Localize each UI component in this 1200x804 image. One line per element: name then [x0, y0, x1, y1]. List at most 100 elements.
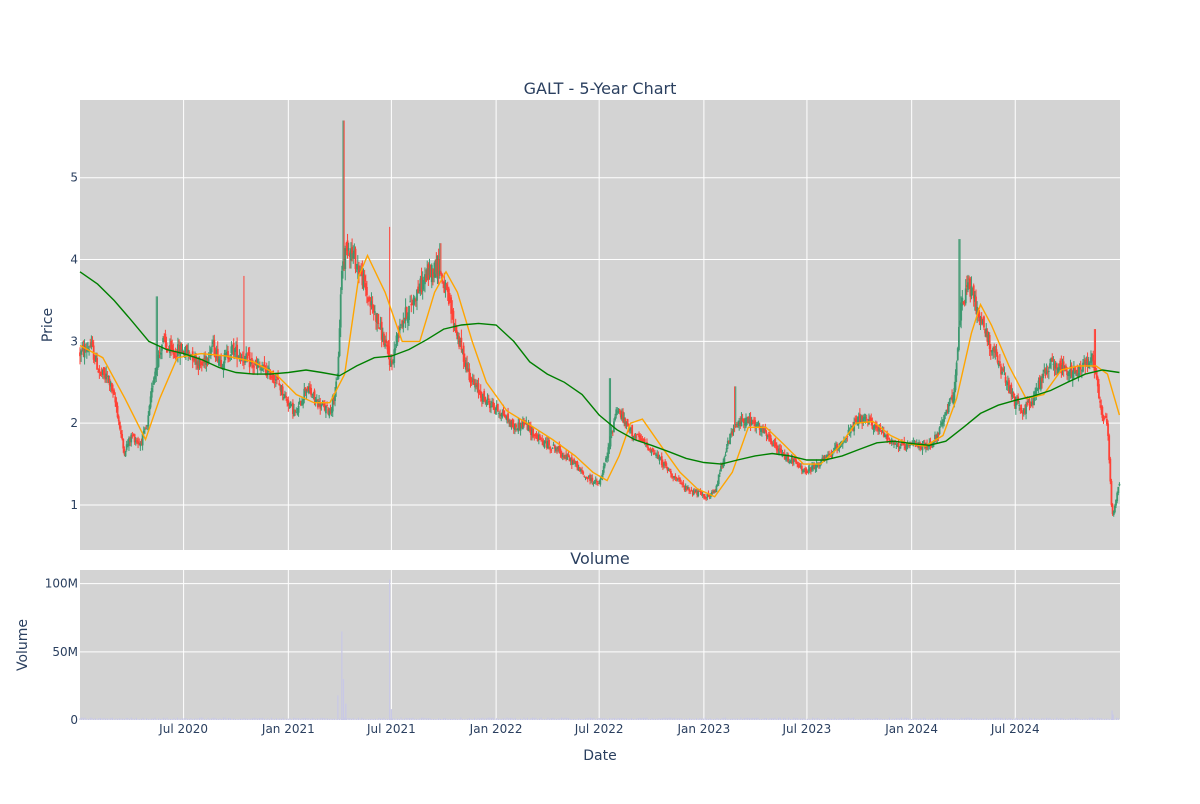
volume-bar: [726, 718, 728, 720]
candle-body: [437, 259, 440, 276]
candle-body: [924, 445, 927, 448]
volume-bar: [627, 718, 629, 720]
volume-bar: [699, 717, 701, 720]
volume-bar: [923, 717, 925, 720]
candle-body: [585, 476, 588, 478]
volume-bar: [186, 718, 189, 720]
volume-bar: [680, 718, 682, 720]
candle-body: [963, 302, 966, 304]
candle-body: [1066, 371, 1068, 376]
candle-body: [795, 459, 798, 464]
candle-body: [273, 381, 276, 383]
candle-body: [997, 363, 1000, 367]
candle-body: [336, 379, 339, 380]
volume-bar-series: [79, 579, 1119, 720]
volume-bar: [943, 717, 945, 720]
candle-body: [175, 356, 178, 358]
candle-body: [487, 401, 490, 403]
candle-body: [909, 444, 911, 446]
volume-bar: [362, 718, 365, 720]
candle-body: [370, 301, 373, 306]
volume-bar: [229, 718, 231, 720]
candle-body: [574, 462, 577, 465]
volume-bar: [103, 717, 105, 720]
volume-bar: [870, 718, 872, 720]
candle-body: [327, 408, 330, 414]
candle-body: [537, 434, 540, 440]
candle-body: [743, 423, 746, 426]
volume-bar: [914, 718, 916, 720]
price-plot-area: [80, 100, 1120, 550]
candle-body: [1067, 372, 1070, 377]
volume-bar: [134, 718, 136, 720]
candle-body: [311, 396, 314, 398]
volume-bar: [572, 718, 575, 720]
candle-body: [289, 401, 292, 407]
candle-body: [799, 465, 802, 467]
candle-body: [870, 418, 873, 423]
candle-body: [106, 375, 109, 377]
candle-body: [462, 345, 465, 362]
candle-body: [980, 317, 983, 324]
volume-bar: [538, 718, 540, 720]
candle-body: [506, 416, 508, 421]
volume-bar: [1052, 718, 1054, 720]
volume-bar: [779, 717, 781, 720]
candle-body: [301, 401, 303, 406]
volume-bar: [552, 717, 554, 720]
volume-bar: [600, 717, 602, 720]
candle-body: [504, 416, 507, 419]
volume-bar: [344, 717, 346, 720]
candle-body: [798, 465, 801, 468]
volume-bar: [405, 717, 407, 720]
candle-body: [549, 447, 552, 449]
candle-body: [833, 447, 836, 451]
volume-bar: [214, 717, 216, 720]
candle-body: [597, 482, 599, 484]
candle-body: [405, 307, 408, 319]
candle-body: [284, 394, 286, 398]
candle-body: [771, 442, 774, 446]
volume-bar: [216, 718, 218, 720]
volume-bar: [485, 718, 488, 720]
candle-body: [386, 344, 389, 350]
candle-body: [926, 444, 928, 449]
candle-body: [630, 427, 632, 429]
candle-body: [740, 417, 743, 427]
candle-body: [493, 406, 496, 410]
candle-body: [804, 468, 807, 471]
candle-body: [482, 393, 484, 403]
volume-bar: [817, 717, 819, 720]
candle-body: [608, 444, 611, 450]
volume-bar: [479, 718, 481, 720]
volume-bar: [760, 718, 762, 720]
candle-body: [1047, 371, 1050, 373]
volume-bar: [490, 717, 493, 720]
candle-body: [921, 443, 924, 451]
candle-body: [780, 448, 783, 455]
volume-bar: [940, 717, 942, 720]
volume-bar: [607, 719, 609, 720]
candle-body: [677, 477, 680, 480]
candle-body: [968, 278, 971, 280]
volume-bar: [730, 718, 732, 720]
candle-body: [310, 387, 313, 396]
volume-bar: [641, 718, 643, 720]
volume-bar: [979, 718, 981, 720]
candle-body: [903, 441, 906, 446]
volume-bar: [794, 718, 797, 720]
price-axis-title: Price: [40, 308, 56, 342]
candle-body: [272, 375, 275, 380]
candle-body: [517, 422, 520, 432]
volume-bar: [356, 718, 358, 720]
candle-body: [123, 449, 126, 455]
candle-body: [416, 289, 418, 301]
volume-bar: [648, 719, 650, 720]
candle-body: [691, 492, 694, 494]
volume-bar: [195, 718, 197, 720]
volume-bar: [301, 717, 303, 720]
candle-body: [635, 434, 638, 436]
candle-body: [260, 368, 262, 371]
candle-body: [330, 408, 333, 413]
volume-bar: [897, 718, 899, 720]
